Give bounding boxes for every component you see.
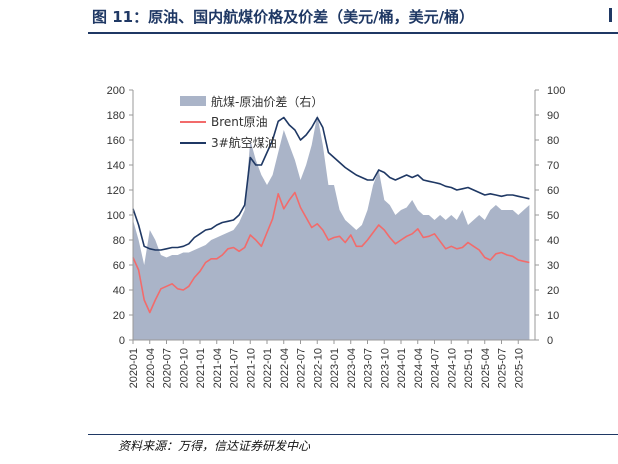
legend: 航煤-原油价差（右） Brent原油 3#航空煤油 [180,94,323,150]
x-axis-tick-label: 2025-04 [480,348,492,388]
left-axis-tick-label: 200 [107,85,125,97]
x-axis-tick-label: 2024-10 [446,348,458,388]
x-axis-tick-label: 2025-10 [513,348,525,388]
right-axis-tick-label: 0 [547,335,553,347]
source-note: 资料来源：万得，信达证券研发中心 [118,439,311,453]
edge-marker [609,8,612,22]
series-line-jet [132,116,530,251]
x-axis-tick-label: 2023-04 [346,348,358,388]
left-axis-tick-label: 120 [107,185,125,197]
right-axis-tick-label: 50 [547,210,559,222]
x-axis-tick-label: 2025-07 [497,348,509,388]
right-axis-tick-label: 80 [547,135,559,147]
x-axis-tick-label: 2022-01 [262,348,274,388]
right-axis-tick-label: 60 [547,185,559,197]
plot-area [132,115,530,340]
right-axis-tick-label: 70 [547,160,559,172]
series-line-brent [132,191,530,314]
chart: 0 20 40 60 80 100 120 140 160 180 200 0 10 20 30 40 50 60… [107,85,566,388]
left-axis-tick-label: 60 [113,260,125,272]
right-axis-tick-label: 90 [547,110,559,122]
legend-label-jet: 3#航空煤油 [211,135,277,150]
x-axis-tick-label: 2025-01 [463,348,475,388]
axes: 0 20 40 60 80 100 120 140 160 180 200 0 10 20 30 40 50 60… [107,85,566,388]
x-axis-tick-label: 2024-07 [430,348,442,388]
left-axis-tick-label: 0 [119,335,125,347]
title-rule [88,32,618,34]
x-axis-tick-label: 2020-01 [128,348,140,388]
source-rule [88,434,618,435]
right-axis-tick-label: 40 [547,235,559,247]
x-axis-tick-label: 2020-10 [178,348,190,388]
legend-swatch-spread [180,96,206,106]
x-axis-tick-label: 2020-04 [145,348,157,388]
chart-title: 图 11：原油、国内航煤价格及价差（美元/桶，美元/桶） [92,8,475,26]
right-axis-tick-label: 100 [547,85,565,97]
x-axis-tick-label: 2022-04 [279,348,291,388]
left-axis-tick-label: 100 [107,210,125,222]
x-axis-tick-label: 2022-10 [312,348,324,388]
legend-label-spread: 航煤-原油价差（右） [211,94,323,109]
x-axis-tick-label: 2021-01 [195,348,207,388]
left-axis-tick-label: 40 [113,285,125,297]
right-axis-tick-label: 20 [547,285,559,297]
legend-label-brent: Brent原油 [211,115,268,129]
x-axis-tick-label: 2022-07 [296,348,308,388]
x-axis-tick-label: 2024-01 [396,348,408,388]
left-axis-tick-label: 180 [107,110,125,122]
left-axis-tick-label: 20 [113,310,125,322]
left-axis-tick-label: 160 [107,135,125,147]
left-axis-tick-label: 80 [113,235,125,247]
x-axis-tick-label: 2024-04 [413,348,425,388]
x-axis-tick-label: 2021-07 [229,348,241,388]
x-axis-tick-label: 2021-04 [212,348,224,388]
left-axis-tick-label: 140 [107,160,125,172]
x-axis-tick-label: 2020-07 [162,348,174,388]
x-axis-tick-label: 2023-01 [329,348,341,388]
x-axis-tick-label: 2023-07 [363,348,375,388]
right-axis-tick-label: 30 [547,260,559,272]
x-axis-tick-label: 2023-10 [379,348,391,388]
series-area-spread [133,115,530,340]
x-axis-tick-label: 2021-10 [245,348,257,388]
right-axis-tick-label: 10 [547,310,559,322]
